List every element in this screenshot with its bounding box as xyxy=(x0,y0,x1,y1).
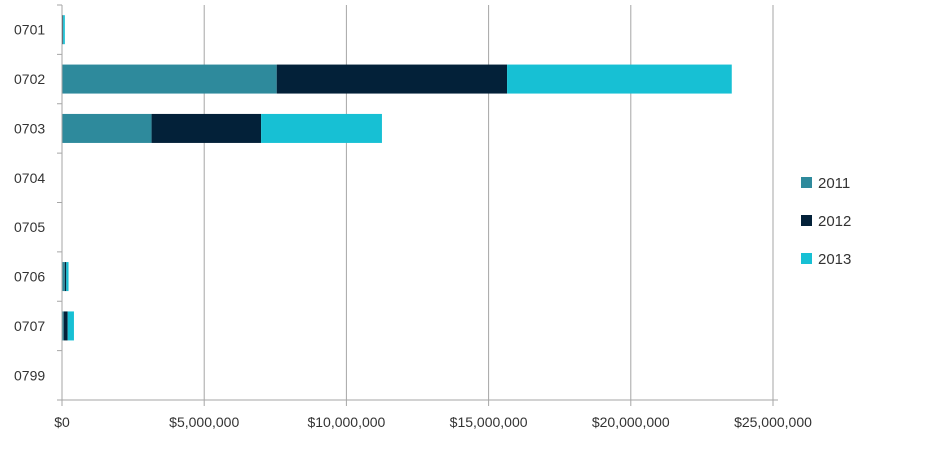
bars xyxy=(62,15,732,341)
bar-segment-2013-0707 xyxy=(67,311,74,341)
x-tick-label: $5,000,000 xyxy=(169,414,239,430)
legend-label-2011: 2011 xyxy=(818,175,850,192)
category-labels: 0701 0702 0703 0704 0705 0706 0707 0799 xyxy=(14,22,45,384)
bar-segment-2013-0706 xyxy=(66,262,69,292)
x-tick-labels: $0 $5,000,000 $10,000,000 $15,000,000 $20,00… xyxy=(54,414,812,430)
category-label: 0799 xyxy=(14,367,45,383)
category-label: 0704 xyxy=(14,170,45,186)
legend-label-2012: 2012 xyxy=(818,213,851,230)
category-label: 0702 xyxy=(14,71,45,87)
legend-swatch-2013 xyxy=(801,253,812,264)
axes xyxy=(57,4,778,406)
category-label: 0705 xyxy=(14,219,45,235)
legend-swatch-2012 xyxy=(801,215,812,226)
x-tick-label: $20,000,000 xyxy=(592,414,670,430)
bar-segment-2012-0701 xyxy=(62,15,64,45)
bar-segment-2012-0703 xyxy=(151,113,262,143)
category-label: 0701 xyxy=(14,22,45,38)
x-tick-label: $0 xyxy=(54,414,70,430)
bar-segment-2013-0702 xyxy=(507,64,732,94)
bar-segment-2012-0707 xyxy=(63,311,68,341)
x-tick-label: $25,000,000 xyxy=(734,414,812,430)
legend-swatch-2011 xyxy=(801,177,812,188)
category-label: 0706 xyxy=(14,269,45,285)
bar-segment-2011-0703 xyxy=(62,113,152,143)
category-label: 0703 xyxy=(14,120,45,136)
grid-lines xyxy=(203,5,774,400)
bar-segment-2011-0702 xyxy=(62,64,277,94)
bar-segment-2011-0706 xyxy=(62,262,65,292)
legend-label-2013: 2013 xyxy=(818,251,851,268)
category-label: 0707 xyxy=(14,318,45,334)
x-tick-label: $15,000,000 xyxy=(450,414,528,430)
bar-segment-2013-0701 xyxy=(63,15,65,45)
bar-segment-2012-0702 xyxy=(276,64,508,94)
bar-segment-2013-0703 xyxy=(261,113,382,143)
legend: 2011 2012 2013 xyxy=(801,175,851,268)
bar-segment-2012-0706 xyxy=(64,262,67,292)
x-tick-label: $10,000,000 xyxy=(307,414,385,430)
bar-segment-2011-0707 xyxy=(62,311,64,341)
